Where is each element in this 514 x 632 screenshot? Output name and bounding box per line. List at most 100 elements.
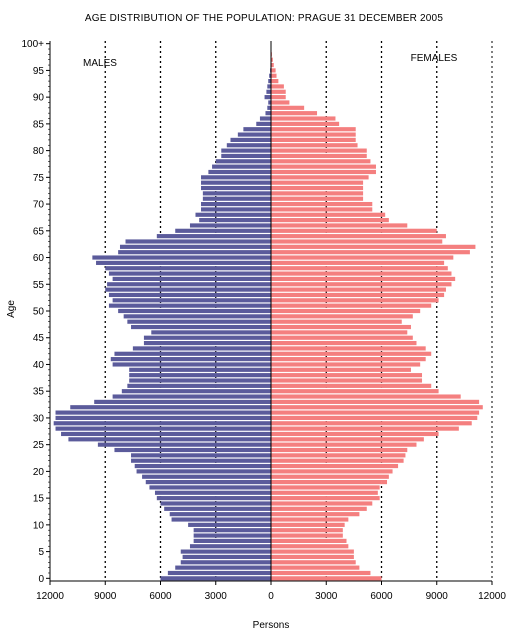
female-bar [271, 121, 340, 126]
male-bar [96, 260, 272, 265]
female-bar [271, 111, 318, 116]
female-bar [271, 538, 347, 543]
female-bar [271, 517, 349, 522]
female-bar [271, 105, 305, 110]
female-bar [271, 116, 336, 121]
female-bar [271, 415, 478, 421]
female-bar [271, 319, 402, 324]
male-bar [256, 121, 271, 126]
female-bar [271, 79, 279, 84]
y-tick-label: 45 [33, 333, 45, 344]
x-tick-label: 0 [268, 591, 274, 602]
female-bar [271, 239, 443, 244]
female-bar [271, 512, 360, 517]
male-bar [55, 426, 272, 431]
male-bar [61, 431, 271, 437]
male-bar [202, 191, 271, 196]
male-bar [167, 570, 271, 576]
female-bar [271, 287, 446, 292]
female-bar [271, 554, 354, 560]
male-bar [108, 303, 271, 308]
female-bar [271, 137, 356, 142]
male-bar [188, 522, 271, 527]
male-bar [175, 228, 271, 233]
male-bar [127, 319, 271, 324]
y-tick-label: 65 [33, 226, 45, 237]
male-bar [201, 185, 271, 191]
male-bar [243, 127, 271, 132]
male-bar [105, 287, 271, 292]
x-tick-label: 6000 [370, 591, 393, 602]
y-tick-label: 85 [33, 119, 45, 130]
female-bar [271, 143, 358, 148]
male-bar [119, 244, 271, 249]
male-bar [193, 538, 271, 543]
female-bar [271, 426, 459, 431]
female-bar [271, 127, 356, 132]
y-tick-label: 55 [33, 280, 45, 291]
male-bar [123, 314, 272, 319]
male-bar [212, 164, 271, 169]
female-bar [271, 442, 417, 447]
female-bar [271, 196, 364, 201]
male-bar [112, 362, 271, 367]
female-bar [271, 324, 411, 330]
male-bar [193, 533, 271, 538]
male-bar [180, 560, 271, 565]
male-bar [175, 565, 271, 570]
male-bar [118, 250, 272, 255]
y-tick-label: 35 [33, 387, 45, 398]
female-bar [271, 292, 445, 298]
female-bar [271, 544, 349, 549]
female-bar [271, 496, 380, 501]
male-bar [143, 340, 271, 346]
male-bar [201, 180, 271, 185]
male-bar [266, 89, 271, 94]
female-bar [271, 394, 461, 399]
male-bar [134, 463, 271, 469]
female-bar [271, 234, 446, 239]
y-tick-label: 60 [33, 253, 45, 264]
female-bar [271, 228, 437, 233]
male-bar [131, 458, 271, 463]
female-bar [271, 458, 404, 463]
chart-title: AGE DISTRIBUTION OF THE POPULATION: PRAG… [85, 13, 443, 24]
male-bar [132, 346, 271, 351]
female-bar [271, 485, 380, 490]
female-bar [271, 533, 343, 538]
female-bar [271, 95, 286, 100]
female-bar [271, 191, 364, 196]
female-bar [271, 180, 364, 185]
female-bar [271, 185, 364, 191]
male-bar [264, 95, 271, 100]
female-bar [271, 260, 445, 265]
male-bar [171, 517, 271, 522]
female-bar [271, 357, 426, 362]
female-bar [271, 490, 378, 495]
x-tick-label: 12000 [478, 591, 506, 602]
female-bar [271, 335, 413, 340]
male-bar [108, 292, 271, 298]
female-bar [271, 175, 369, 180]
male-bar [53, 421, 271, 426]
male-bar [208, 169, 271, 175]
female-bar [271, 73, 277, 78]
female-bar [271, 159, 371, 164]
male-bar [94, 399, 271, 404]
female-bar [271, 351, 432, 356]
male-bar [230, 137, 271, 142]
male-bar [55, 410, 272, 415]
male-bar [70, 405, 271, 410]
female-bar [271, 89, 286, 94]
female-bar [271, 389, 439, 394]
female-bar [271, 169, 376, 175]
female-bar [271, 469, 393, 474]
y-tick-label: 100+ [21, 39, 44, 50]
y-tick-label: 25 [33, 440, 45, 451]
y-tick-label: 0 [38, 574, 44, 585]
female-bar [271, 340, 417, 346]
female-bar [271, 405, 483, 410]
male-bar [182, 554, 271, 560]
female-bar [271, 410, 480, 415]
male-bar [265, 111, 271, 116]
